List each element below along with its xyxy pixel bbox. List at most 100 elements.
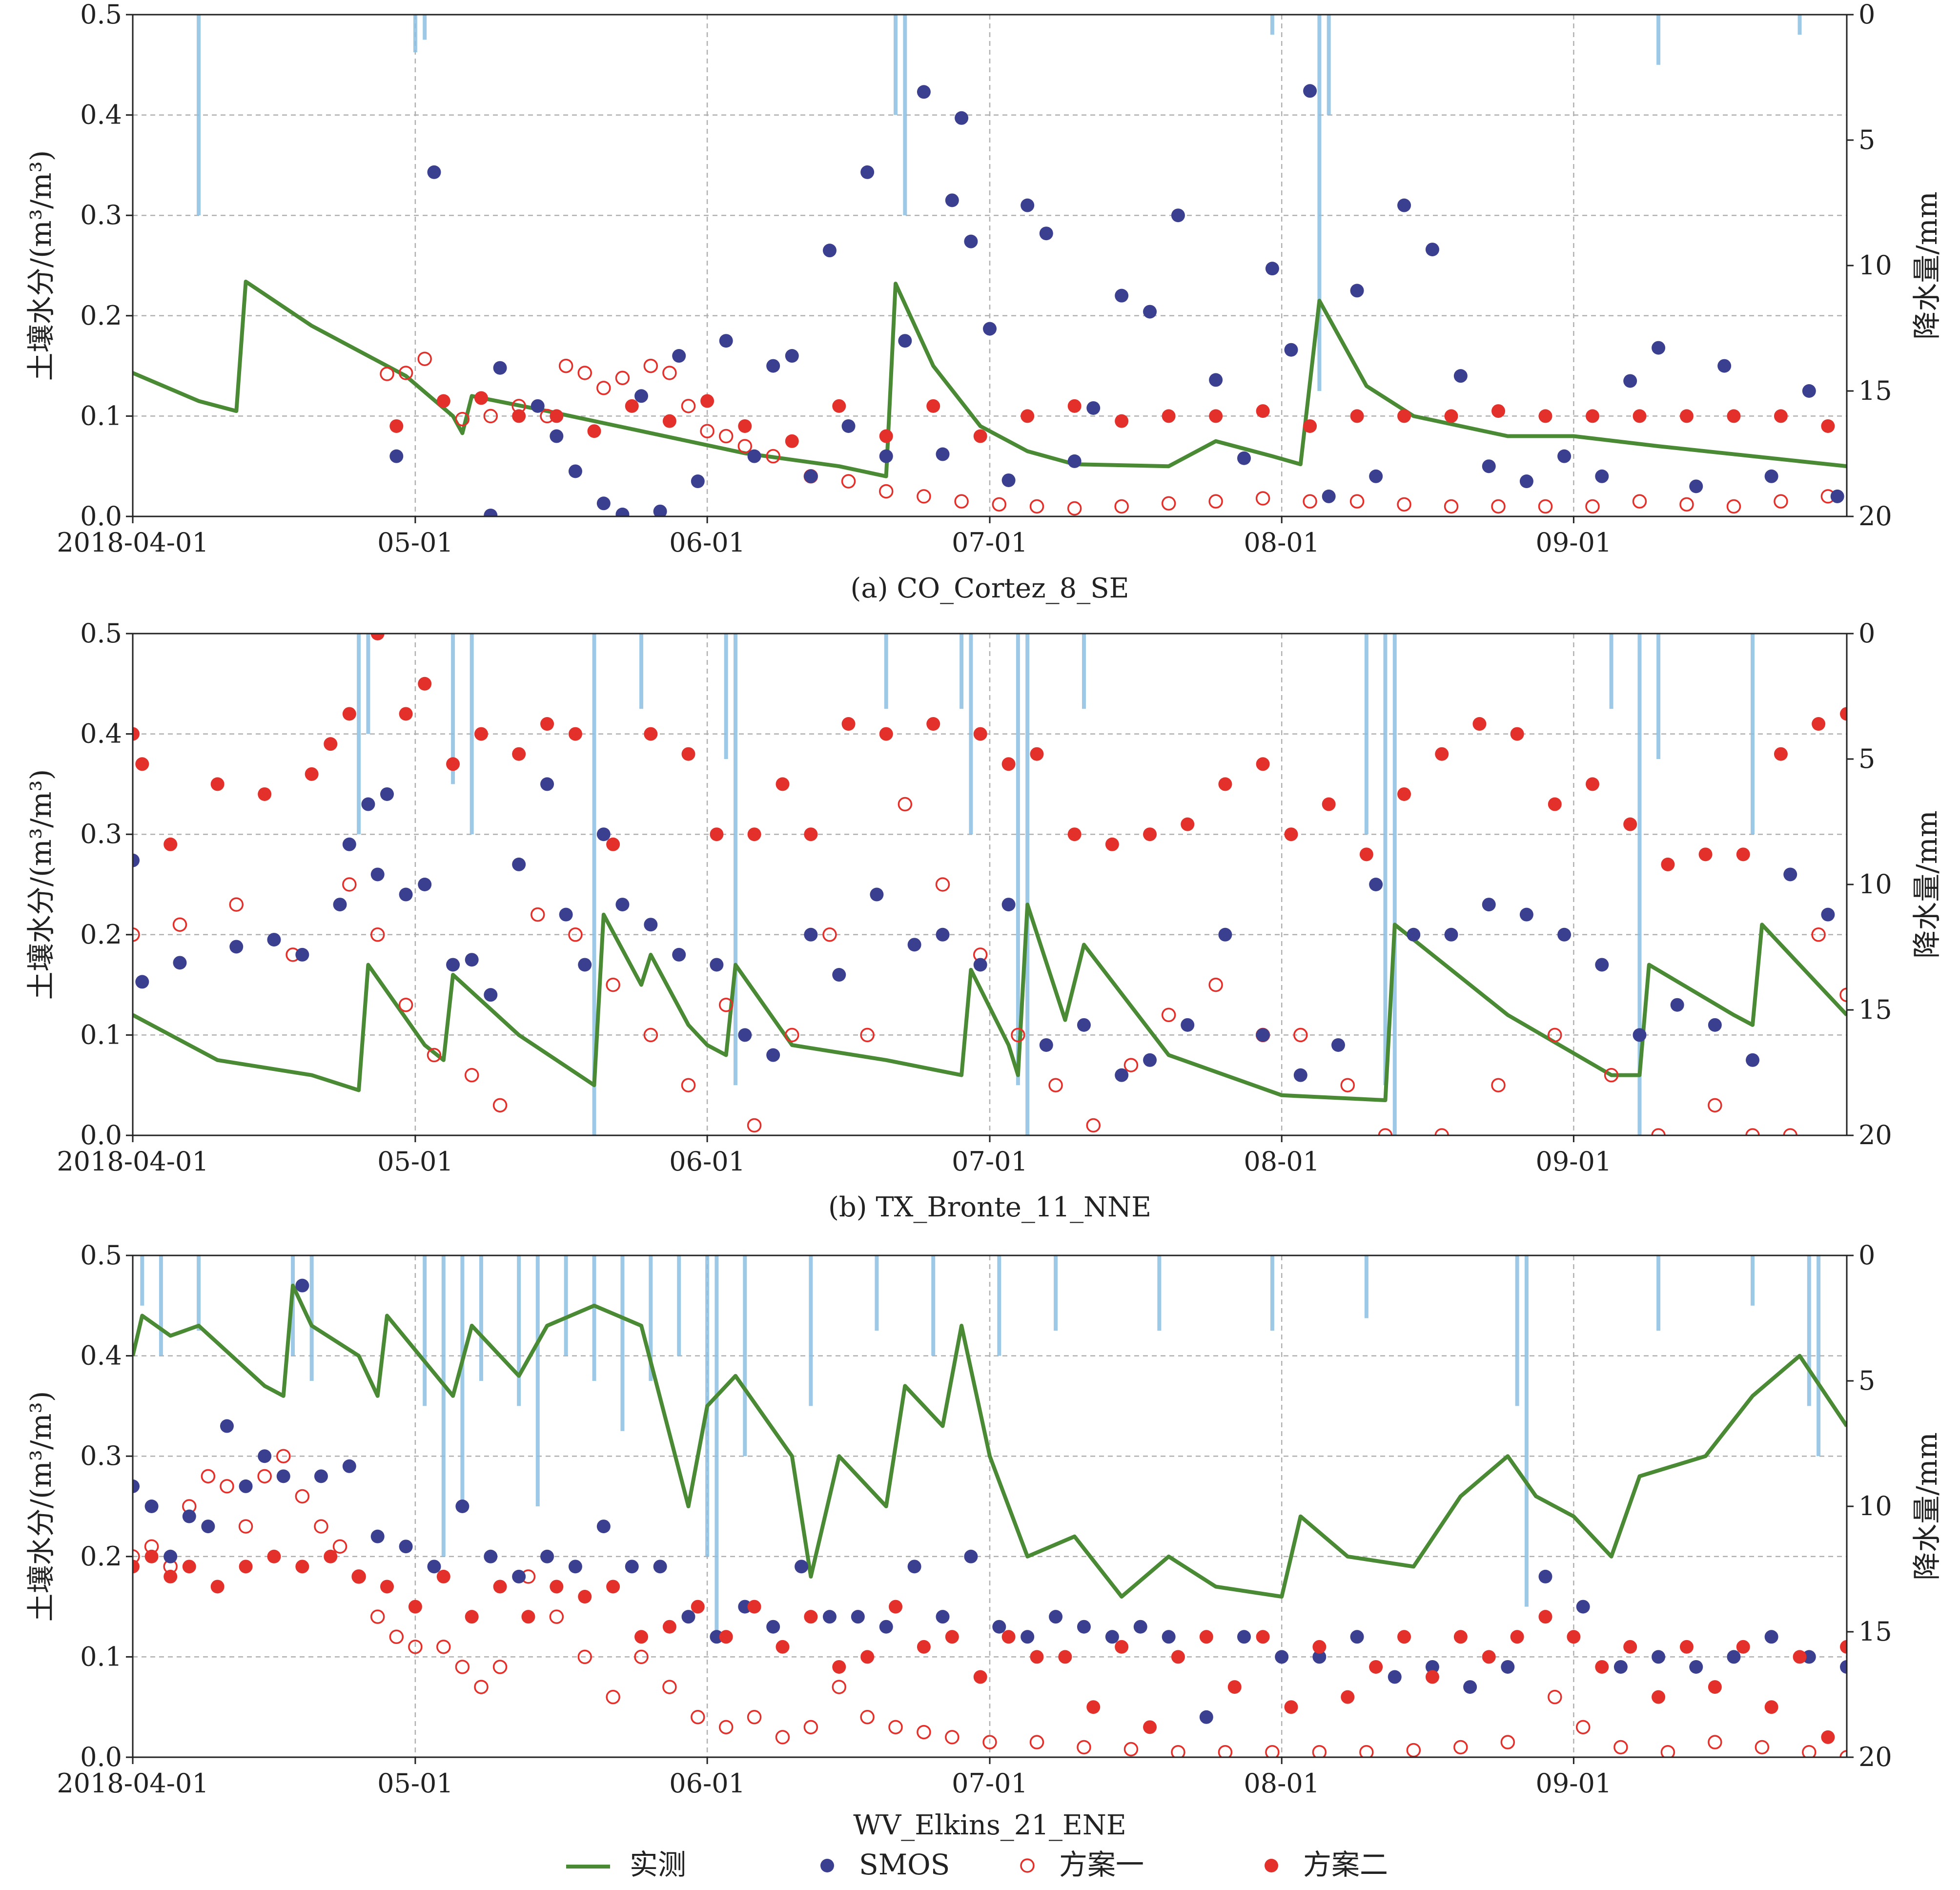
scheme2-point — [1482, 1650, 1496, 1664]
smos-point — [1501, 1660, 1515, 1674]
scheme2-point — [1585, 409, 1599, 423]
smos-point — [1538, 1569, 1552, 1583]
scheme1-point — [1359, 1745, 1374, 1757]
smos-point — [229, 940, 244, 954]
scheme2-point — [926, 717, 940, 731]
smos-point — [1001, 898, 1016, 912]
scheme2-point — [210, 777, 225, 791]
precip-bar — [1157, 1255, 1162, 1331]
observed-line — [133, 903, 1847, 1102]
smos-point — [1840, 1660, 1847, 1674]
scheme2-point — [446, 757, 460, 771]
y-tick-label: 0.4 — [80, 719, 122, 749]
smos-point — [540, 1549, 554, 1563]
precip-bar — [517, 1255, 521, 1406]
smos-point — [295, 1278, 309, 1293]
scheme2-point — [747, 1600, 761, 1614]
scheme1-point — [1265, 1745, 1280, 1757]
x-tick-label: 09-01 — [1536, 1146, 1612, 1177]
scheme1-point — [615, 370, 630, 386]
legend-item: 方案二 — [1265, 1848, 1388, 1881]
scheme2-point — [408, 1600, 422, 1614]
scheme2-point — [474, 391, 488, 405]
scheme2-point — [1567, 1630, 1581, 1644]
scheme1-point — [427, 1048, 442, 1063]
scheme2-point — [1444, 409, 1458, 423]
smos-point — [936, 927, 950, 942]
y-tick-label: 0.4 — [80, 1340, 122, 1371]
scheme1-point — [643, 358, 658, 373]
scheme1-point — [568, 927, 583, 942]
precip-bar — [1656, 1255, 1661, 1331]
y2-tick-label: 10 — [1858, 869, 1892, 900]
y-tick-label: 0.3 — [80, 200, 122, 230]
scheme1-point — [229, 897, 244, 912]
smos-point — [1171, 208, 1185, 223]
scheme1-point — [634, 1649, 649, 1664]
scheme1-point — [1585, 499, 1600, 514]
scheme2-point — [324, 737, 338, 751]
smos-point — [1764, 1630, 1778, 1644]
scheme1-point — [1708, 1098, 1722, 1113]
x-tick-label: 05-01 — [377, 527, 453, 558]
precip-bar — [1609, 634, 1613, 709]
smos-point — [615, 507, 630, 516]
scheme2-point — [945, 1630, 959, 1644]
smos-point — [596, 1520, 611, 1534]
smos-point — [1218, 927, 1232, 942]
scheme1-point — [577, 1649, 592, 1664]
scheme2-point — [1359, 847, 1373, 862]
smos-point — [1021, 198, 1035, 212]
smos-point — [1077, 1018, 1091, 1032]
precip-bar — [1270, 1255, 1274, 1331]
scheme1-point — [1218, 1745, 1233, 1757]
smos-point — [1764, 469, 1778, 483]
scheme2-point — [1661, 857, 1675, 871]
scheme2-point — [550, 409, 564, 423]
smos-point — [1830, 489, 1844, 503]
y2-tick-label: 15 — [1858, 994, 1892, 1025]
scheme2-point — [1350, 409, 1364, 423]
scheme2-point — [879, 429, 893, 443]
scheme2-point — [710, 827, 724, 842]
precip-bar — [413, 15, 417, 53]
smos-point — [1039, 1038, 1053, 1052]
smos-point — [1284, 343, 1298, 357]
scheme1-point — [898, 797, 913, 812]
precip-bar — [1364, 634, 1368, 835]
smos-point — [239, 1479, 253, 1493]
scheme1-point — [1312, 1745, 1327, 1757]
smos-point — [1115, 1068, 1129, 1082]
smos-point — [1001, 473, 1016, 487]
scheme1-point — [558, 358, 573, 373]
smos-point — [804, 927, 818, 942]
scheme2-point — [1812, 717, 1826, 731]
scheme1-point — [1208, 977, 1223, 992]
scheme1-point — [718, 997, 734, 1012]
scheme2-point — [1472, 717, 1487, 731]
scheme2-point — [1067, 827, 1082, 842]
smos-point — [1623, 374, 1637, 388]
smos-point — [1397, 198, 1411, 212]
precip-bar — [809, 1255, 813, 1406]
scheme2-point — [1491, 404, 1506, 418]
smos-point — [1388, 1670, 1402, 1684]
precip-bar — [197, 15, 201, 216]
smos-point — [964, 234, 978, 248]
precip-bar — [960, 634, 964, 709]
scheme2-point — [1698, 847, 1713, 862]
y2-tick-label: 20 — [1858, 501, 1892, 532]
scheme1-point — [295, 1489, 310, 1504]
smos-point — [133, 853, 140, 867]
panel-caption: WV_Elkins_21_ENE — [853, 1809, 1126, 1841]
smos-point — [1595, 958, 1609, 972]
scheme2-point — [399, 707, 413, 721]
scheme2-point — [1030, 747, 1044, 761]
scheme2-point — [163, 837, 178, 851]
scheme2-point — [776, 1640, 790, 1654]
panel-1: 0.0 0.1 0.2 0.3 0.4 0.5 0 5 10 15 20 2018-04-01 05-0… — [24, 0, 1943, 604]
scheme1-point — [398, 366, 413, 380]
smos-point — [1613, 1660, 1628, 1674]
smos-point — [512, 1569, 526, 1583]
smos-point — [1482, 459, 1496, 473]
